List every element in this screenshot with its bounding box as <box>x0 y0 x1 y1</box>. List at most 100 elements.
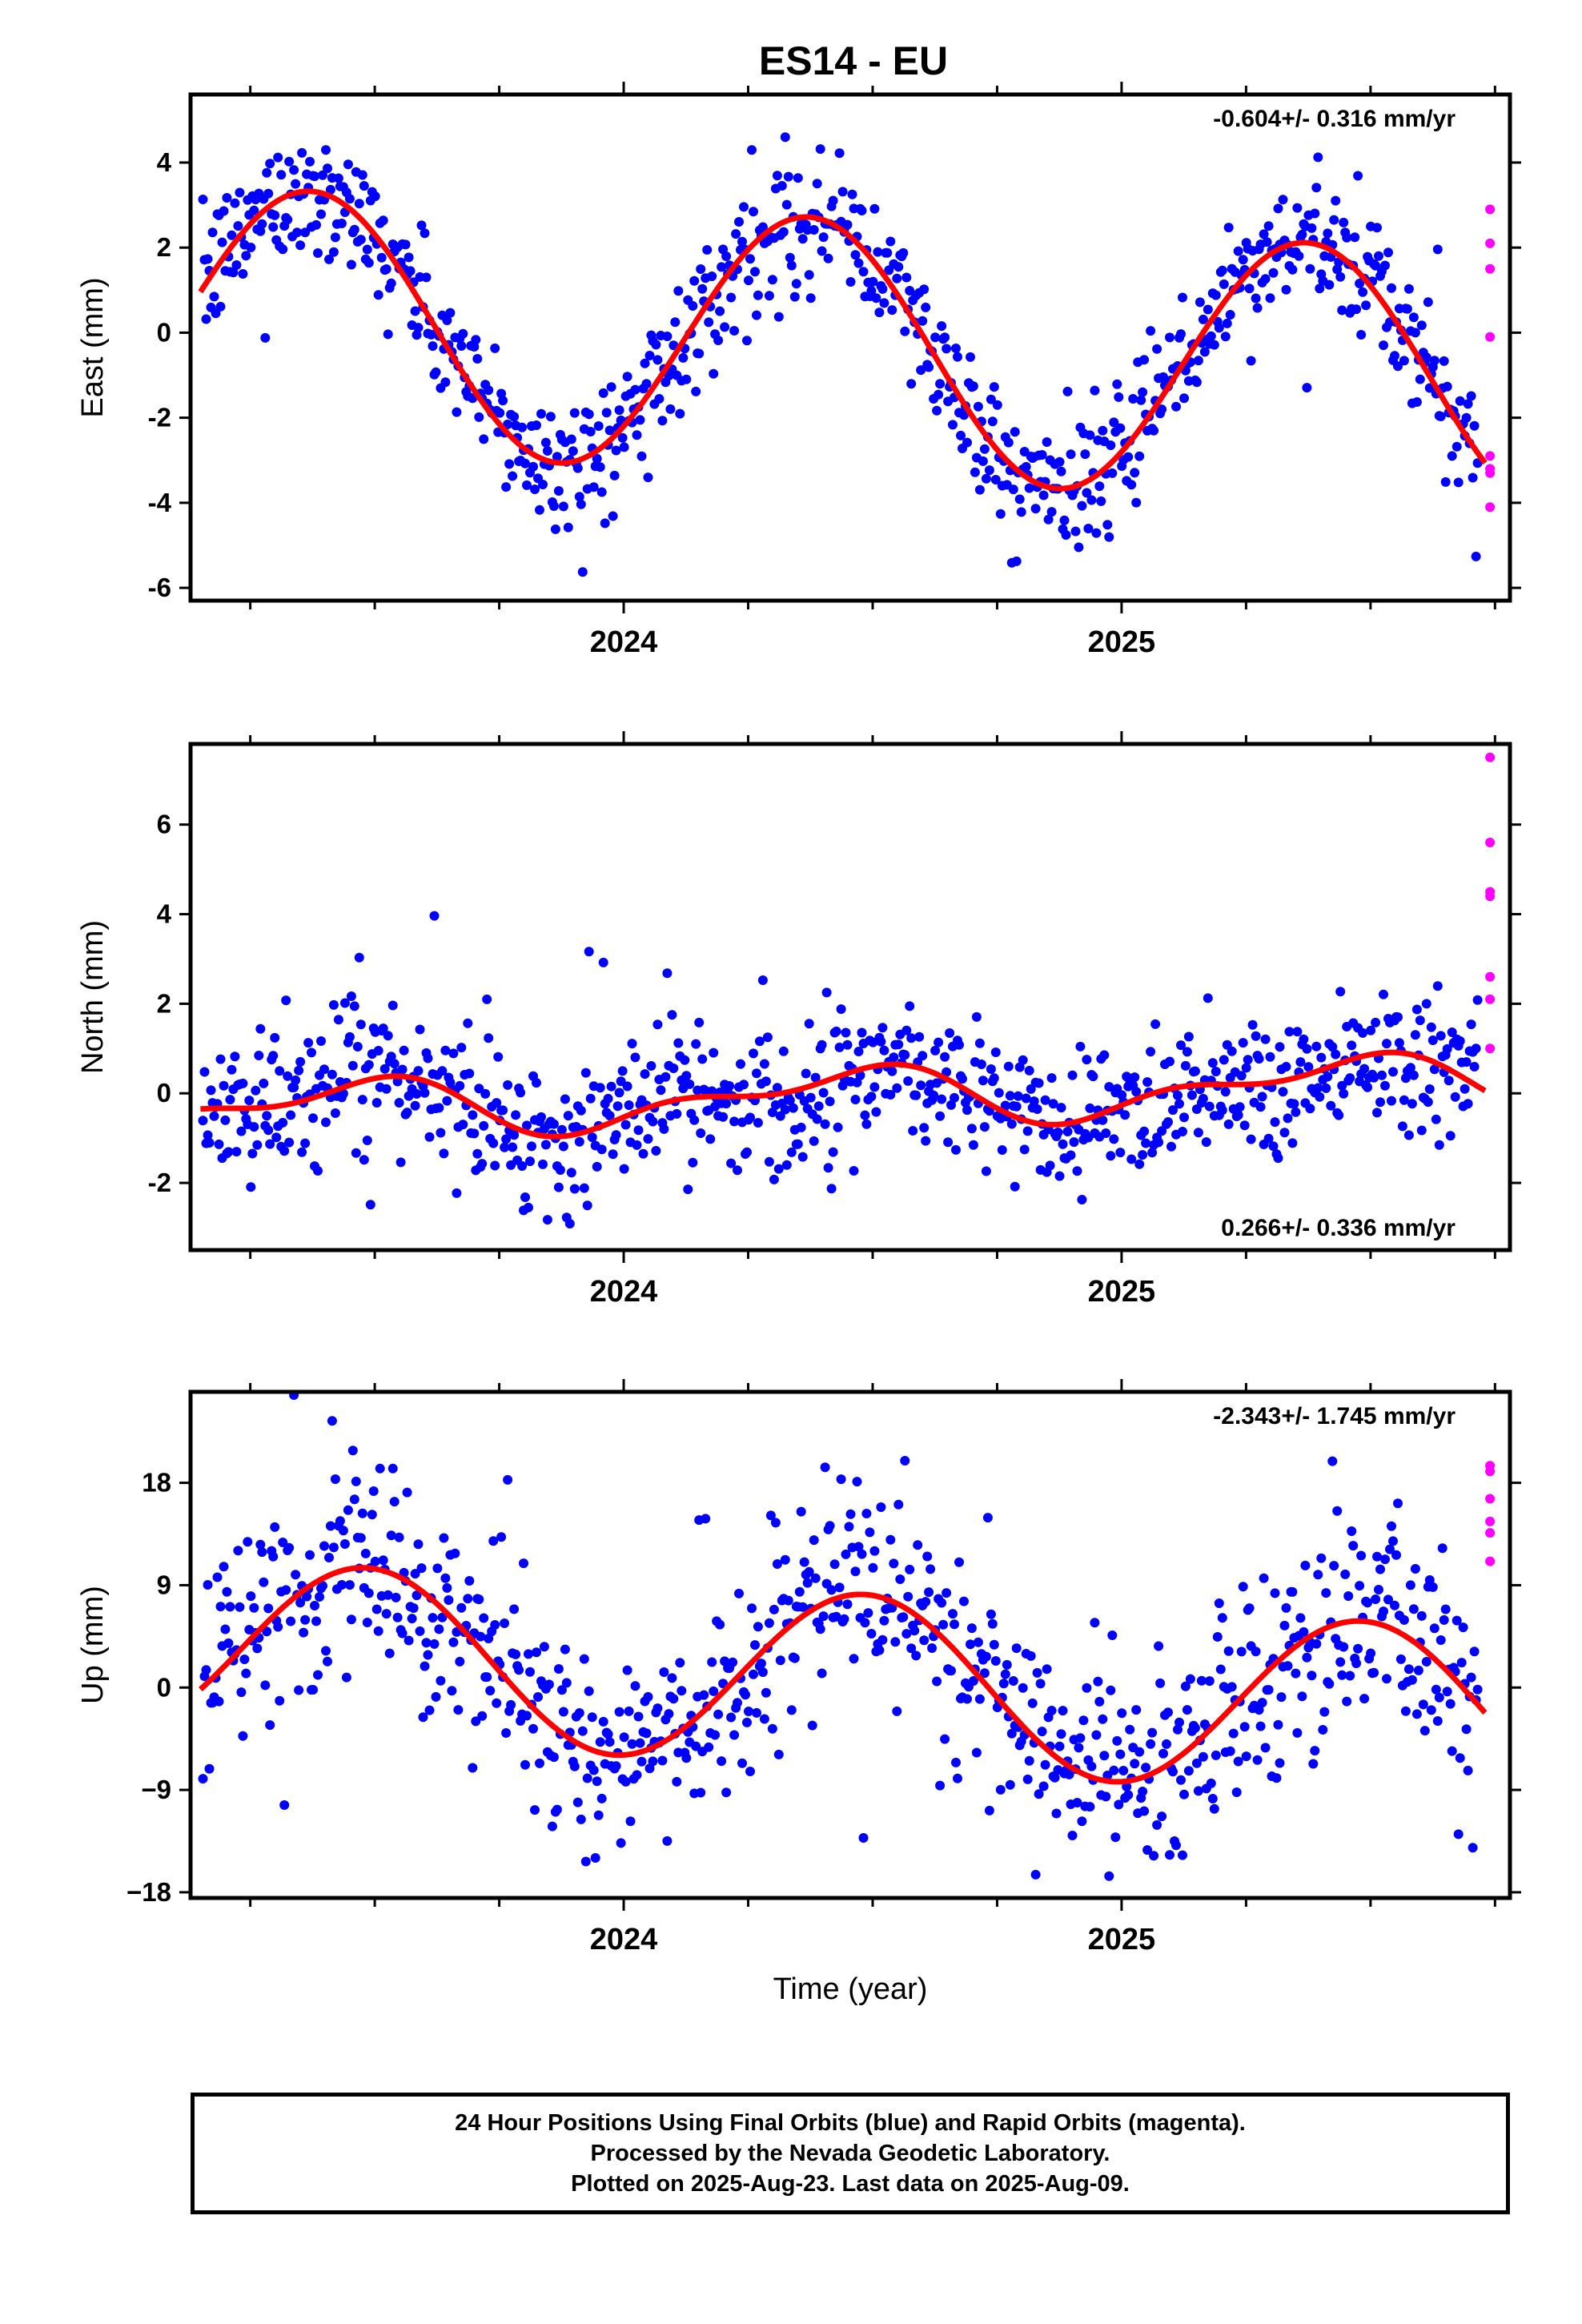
final-orbit-point <box>407 1614 417 1624</box>
final-orbit-point <box>1191 377 1202 388</box>
final-orbit-point <box>343 1505 353 1515</box>
final-orbit-point <box>726 1712 737 1723</box>
final-orbit-point <box>652 355 663 365</box>
final-orbit-point <box>1107 1630 1118 1640</box>
final-orbit-point <box>279 1800 290 1810</box>
final-orbit-point <box>713 1709 724 1719</box>
final-orbit-point <box>1179 1789 1189 1799</box>
final-orbit-point <box>868 276 878 287</box>
final-orbit-point <box>383 329 393 340</box>
final-orbit-point <box>587 1132 597 1143</box>
final-orbit-point <box>772 1559 782 1569</box>
final-orbit-point <box>611 1130 621 1140</box>
final-orbit-point <box>1380 260 1390 271</box>
final-orbit-point <box>857 1027 867 1038</box>
final-orbit-point <box>739 202 749 212</box>
final-orbit-point <box>1022 1126 1033 1136</box>
final-orbit-point <box>238 1078 248 1088</box>
final-orbit-point <box>1260 1743 1271 1753</box>
final-orbit-point <box>553 1182 564 1192</box>
final-orbit-point <box>501 482 512 493</box>
final-orbit-point <box>1131 1705 1142 1715</box>
final-orbit-point <box>1260 274 1271 284</box>
final-orbit-point <box>696 1128 706 1138</box>
final-orbit-point <box>1468 1843 1478 1853</box>
final-orbit-point <box>373 290 383 300</box>
final-orbit-point <box>236 1126 247 1136</box>
final-orbit-point <box>1054 1171 1065 1181</box>
final-orbit-point <box>437 1612 448 1622</box>
final-orbit-point <box>1387 1521 1396 1531</box>
final-orbit-point <box>1066 1150 1076 1160</box>
final-orbit-point <box>1168 1105 1178 1116</box>
final-orbit-point <box>520 1759 530 1770</box>
final-orbit-point <box>1126 480 1137 490</box>
final-orbit-point <box>540 1140 551 1150</box>
final-orbit-point <box>1223 223 1234 233</box>
final-orbit-point <box>1353 171 1363 181</box>
final-orbit-point <box>1223 1119 1234 1129</box>
final-orbit-point <box>1046 1073 1057 1084</box>
final-orbit-point <box>319 1064 329 1075</box>
final-orbit-point <box>694 348 705 359</box>
final-orbit-point <box>429 1638 440 1649</box>
final-orbit-point <box>900 1050 910 1060</box>
final-orbit-point <box>715 1619 725 1630</box>
final-orbit-point <box>1043 514 1054 525</box>
y-tick-label: 4 <box>157 899 172 929</box>
final-orbit-point <box>357 1508 367 1518</box>
final-orbit-point <box>566 434 576 444</box>
final-orbit-point <box>325 1521 335 1531</box>
final-orbit-point <box>1385 1544 1395 1554</box>
final-orbit-point <box>413 323 424 333</box>
final-orbit-point <box>1062 1127 1073 1136</box>
final-orbit-point <box>672 1776 682 1787</box>
final-orbit-point <box>1347 1040 1357 1051</box>
rapid-orbit-point <box>1485 1466 1496 1477</box>
final-orbit-point <box>869 203 880 214</box>
final-orbit-point <box>901 1025 912 1035</box>
final-orbit-point <box>1316 1553 1327 1563</box>
final-orbit-point <box>1037 450 1047 460</box>
final-orbit-point <box>796 1506 806 1517</box>
final-orbit-point <box>909 1626 920 1636</box>
final-orbit-point <box>1115 423 1126 433</box>
final-orbit-point <box>853 258 864 268</box>
final-orbit-point <box>950 1092 959 1103</box>
final-orbit-point <box>241 1668 251 1679</box>
final-orbit-point <box>815 1624 825 1634</box>
final-orbit-point <box>442 1096 452 1106</box>
final-orbit-point <box>984 465 994 476</box>
final-orbit-point <box>953 352 962 362</box>
final-orbit-point <box>805 293 816 304</box>
final-orbit-point <box>877 283 888 294</box>
final-orbit-point <box>849 1654 859 1664</box>
final-orbit-point <box>857 1549 867 1559</box>
final-orbit-point <box>741 1690 750 1700</box>
final-orbit-point <box>215 1054 226 1064</box>
final-orbit-point <box>214 1696 224 1707</box>
final-orbit-point <box>885 1090 896 1100</box>
final-orbit-point <box>520 458 530 468</box>
final-orbit-point <box>1117 1708 1127 1719</box>
final-orbit-point <box>905 1564 915 1574</box>
final-orbit-point <box>1120 1110 1130 1120</box>
y-tick-label: 0 <box>157 1078 171 1108</box>
final-orbit-point <box>731 229 741 239</box>
final-orbit-point <box>1168 1767 1178 1777</box>
final-orbit-point <box>305 1550 315 1560</box>
final-orbit-point <box>485 1686 496 1696</box>
final-orbit-point <box>472 354 483 364</box>
final-orbit-point <box>752 310 761 320</box>
final-orbit-point <box>1300 1560 1311 1570</box>
final-orbit-point <box>868 1562 878 1573</box>
final-orbit-point <box>362 1618 372 1627</box>
final-orbit-point <box>263 1125 274 1136</box>
final-orbit-point <box>440 377 451 388</box>
final-orbit-point <box>810 1072 821 1083</box>
final-orbit-point <box>1246 1134 1256 1144</box>
final-orbit-point <box>252 1140 263 1150</box>
final-orbit-point <box>415 1626 425 1636</box>
final-orbit-point <box>1369 1072 1379 1083</box>
final-orbit-point <box>1176 329 1186 340</box>
